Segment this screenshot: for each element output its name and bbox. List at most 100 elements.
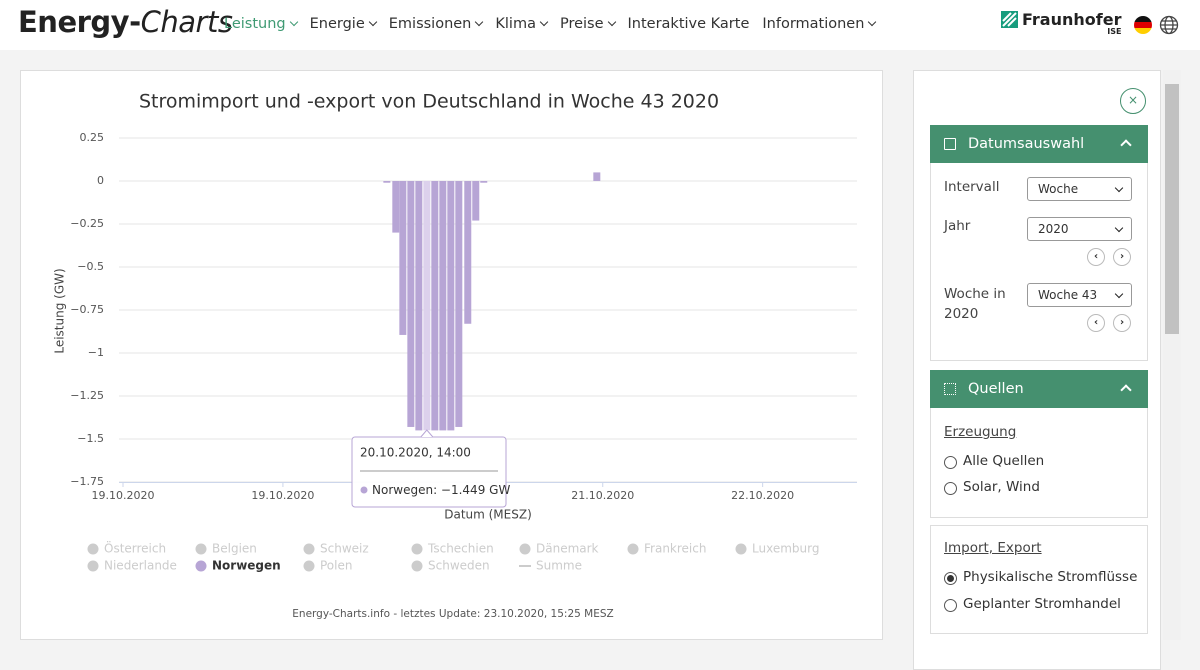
radio-option[interactable]: Physikalische Stromflüsse bbox=[944, 569, 1137, 585]
legend-item[interactable]: Luxemburg bbox=[735, 542, 820, 556]
globe-icon[interactable] bbox=[1159, 15, 1179, 35]
legend-item[interactable]: Polen bbox=[303, 559, 353, 573]
legend-label: Summe bbox=[536, 559, 582, 573]
field-label: Intervall bbox=[944, 179, 1000, 195]
y-tick-label: −0.75 bbox=[70, 303, 104, 316]
legend-item[interactable]: Tschechien bbox=[411, 542, 494, 556]
legend-label: Norwegen bbox=[212, 559, 281, 573]
legend-label: Belgien bbox=[212, 542, 257, 556]
menu-item[interactable]: Informationen bbox=[762, 16, 875, 32]
y-tick-label: −1.5 bbox=[77, 432, 104, 445]
panel-header[interactable]: Datumsauswahl bbox=[930, 125, 1148, 163]
chart-footer: Energy-Charts.info - letztes Update: 23.… bbox=[292, 608, 613, 620]
bar bbox=[447, 181, 455, 431]
y-tick-label: −1.75 bbox=[70, 475, 104, 488]
tooltip-value: −1.449 GW bbox=[441, 483, 511, 497]
bar bbox=[415, 181, 423, 431]
field-label: Jahr bbox=[944, 218, 971, 234]
menu-item[interactable]: Interaktive Karte bbox=[627, 16, 750, 32]
bar bbox=[423, 181, 431, 431]
group-title: Import, Export bbox=[944, 540, 1042, 556]
y-tick-label: 0.25 bbox=[80, 131, 105, 144]
select[interactable]: 2020 bbox=[1027, 217, 1132, 241]
legend-item[interactable]: Norwegen bbox=[195, 559, 281, 573]
y-tick-label: −0.25 bbox=[70, 217, 104, 230]
bar bbox=[439, 181, 447, 431]
y-axis-title: Leistung (GW) bbox=[53, 268, 67, 353]
legend-label: Niederlande bbox=[104, 559, 177, 573]
bar bbox=[593, 172, 601, 181]
tooltip-separator: : bbox=[433, 483, 441, 497]
fraunhofer-icon bbox=[1001, 11, 1018, 28]
y-tick-label: 0 bbox=[97, 174, 104, 187]
bar bbox=[472, 181, 480, 221]
next-button[interactable]: › bbox=[1113, 314, 1131, 332]
chart-card: Stromimport und -export von Deutschland … bbox=[20, 70, 883, 640]
x-tick-label: 19.10.2020 bbox=[92, 489, 155, 502]
tooltip-series: Norwegen bbox=[372, 483, 433, 497]
radio-option[interactable]: Geplanter Stromhandel bbox=[944, 596, 1121, 612]
close-button[interactable]: × bbox=[1120, 88, 1146, 114]
logo-text: Energy- bbox=[18, 5, 141, 39]
legend-label: Dänemark bbox=[536, 542, 599, 556]
legend-label: Schweden bbox=[428, 559, 490, 573]
menu-item[interactable]: Preise bbox=[560, 16, 615, 32]
sources-icon bbox=[944, 383, 956, 395]
legend-label: Schweiz bbox=[320, 542, 369, 556]
legend-item[interactable]: Summe bbox=[519, 559, 582, 573]
bar bbox=[392, 181, 400, 233]
legend-symbol bbox=[87, 560, 99, 572]
radio-option[interactable]: Solar, Wind bbox=[944, 479, 1040, 495]
legend-label: Luxemburg bbox=[752, 542, 819, 556]
panel-body bbox=[930, 525, 1148, 634]
chart: Stromimport und -export von Deutschland … bbox=[53, 91, 857, 620]
prev-button[interactable]: ‹ bbox=[1087, 248, 1105, 266]
panel-body bbox=[930, 163, 1148, 361]
bar bbox=[431, 181, 439, 431]
bar bbox=[464, 181, 472, 324]
logo[interactable]: Energy-Charts bbox=[18, 5, 233, 39]
prev-button[interactable]: ‹ bbox=[1087, 314, 1105, 332]
next-button[interactable]: › bbox=[1113, 248, 1131, 266]
institute-name: Fraunhofer bbox=[1022, 10, 1122, 29]
x-tick-label: 19.10.2020 bbox=[251, 489, 314, 502]
legend-label: Polen bbox=[320, 559, 352, 573]
legend-item[interactable]: Österreich bbox=[87, 540, 167, 556]
chart-title: Stromimport und -export von Deutschland … bbox=[139, 91, 719, 113]
legend-label: Österreich bbox=[104, 540, 166, 556]
bar bbox=[399, 181, 407, 335]
panel-title: Quellen bbox=[968, 381, 1024, 397]
calendar-icon bbox=[944, 138, 956, 150]
tooltip-text: Norwegen: −1.449 GW bbox=[372, 483, 510, 497]
legend-item[interactable]: Dänemark bbox=[519, 542, 599, 556]
panel-header[interactable]: Quellen bbox=[930, 370, 1148, 408]
x-axis-title: Datum (MESZ) bbox=[444, 508, 532, 522]
select[interactable]: Woche 43 bbox=[1027, 283, 1132, 307]
legend-item[interactable]: Belgien bbox=[195, 542, 257, 556]
language-flag[interactable] bbox=[1133, 15, 1153, 35]
institute-logo[interactable]: Fraunhofer ISE bbox=[1022, 10, 1121, 36]
logo-text: Charts bbox=[140, 5, 233, 39]
legend-symbol bbox=[303, 543, 315, 555]
menu-item[interactable]: Energie bbox=[310, 16, 376, 32]
legend-item[interactable]: Schweiz bbox=[303, 542, 369, 556]
legend-item[interactable]: Frankreich bbox=[627, 542, 707, 556]
top-bar: Energy-Charts Leistung Energie Emissione… bbox=[0, 0, 1200, 50]
menu-item[interactable]: Emissionen bbox=[389, 16, 483, 32]
select[interactable]: Woche bbox=[1027, 177, 1132, 201]
menu-item[interactable]: Klima bbox=[495, 16, 547, 32]
legend-symbol bbox=[627, 543, 639, 555]
bar bbox=[407, 181, 415, 427]
radio-option[interactable]: Alle Quellen bbox=[944, 453, 1044, 469]
panel-body bbox=[930, 408, 1148, 518]
legend-item[interactable]: Schweden bbox=[411, 559, 490, 573]
legend-symbol bbox=[195, 560, 207, 572]
field-label: Woche in 2020 bbox=[944, 286, 1006, 322]
tooltip-title: 20.10.2020, 14:00 bbox=[360, 446, 471, 460]
legend-item[interactable]: Niederlande bbox=[87, 559, 177, 573]
group-title: Erzeugung bbox=[944, 424, 1017, 440]
menu-item[interactable]: Leistung bbox=[224, 16, 297, 32]
main-menu: Leistung Energie Emissionen Klima Preise… bbox=[224, 16, 875, 32]
scrollbar-thumb[interactable] bbox=[1165, 84, 1179, 334]
